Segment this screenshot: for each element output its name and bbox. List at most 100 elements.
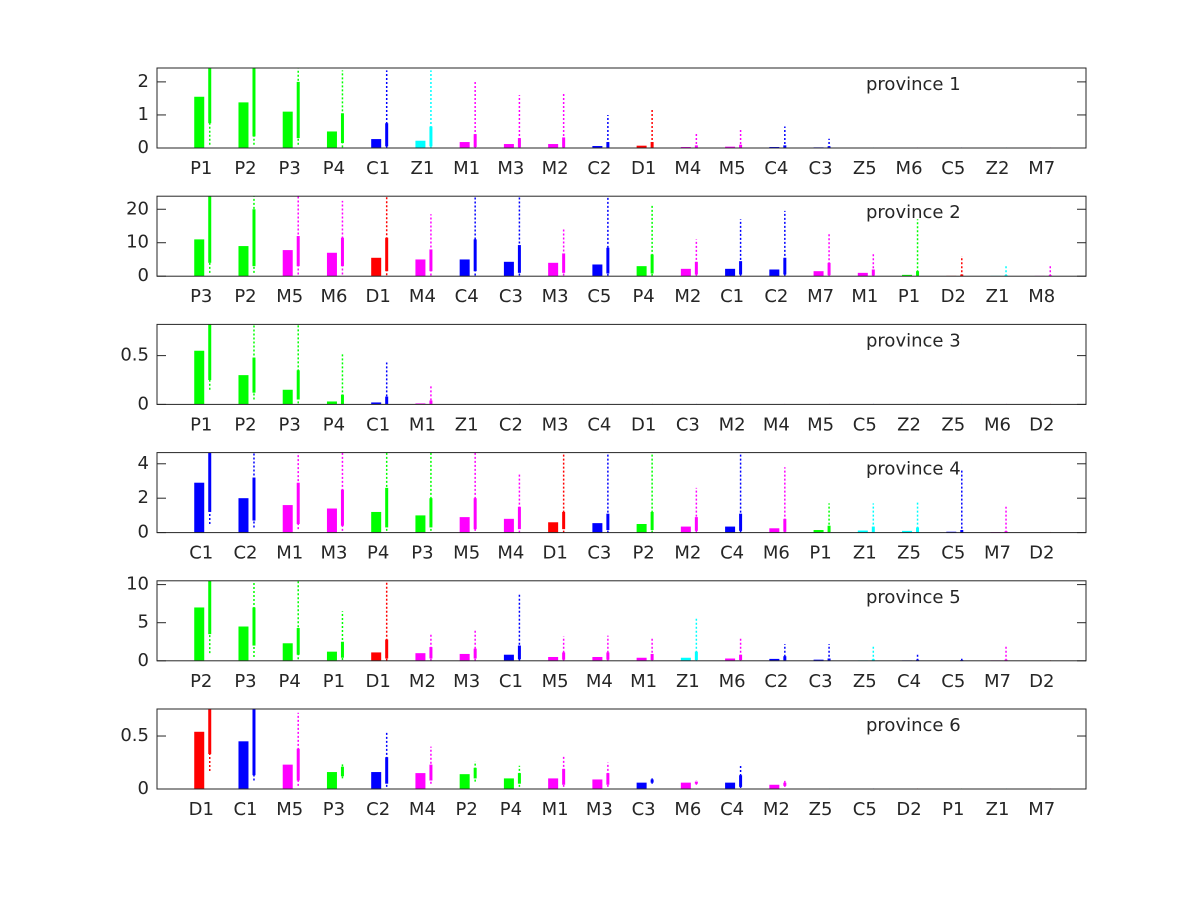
x-tick-label: M1 xyxy=(409,414,436,435)
x-tick-label: M4 xyxy=(409,799,436,820)
bar xyxy=(371,139,382,148)
x-tick-label: M3 xyxy=(320,543,347,564)
box xyxy=(208,196,212,263)
x-tick-label: P3 xyxy=(323,799,345,820)
x-tick-label: C4 xyxy=(720,799,744,820)
x-tick-label: M7 xyxy=(1028,799,1055,820)
x-tick-label: Z5 xyxy=(809,799,833,820)
x-tick-label: M5 xyxy=(807,414,834,435)
bar xyxy=(813,530,824,533)
plot-area xyxy=(157,580,1086,661)
x-tick-label: M4 xyxy=(497,543,524,564)
y-tick-label: 0 xyxy=(138,522,149,543)
bar xyxy=(680,268,691,277)
box xyxy=(340,641,344,658)
box xyxy=(385,487,389,528)
box xyxy=(606,513,610,531)
axes-frame xyxy=(156,67,1087,149)
x-tick-label: D2 xyxy=(1029,543,1054,564)
bar xyxy=(371,652,382,661)
bar xyxy=(548,778,559,789)
x-tick-label: C3 xyxy=(809,671,833,692)
box xyxy=(562,511,566,530)
y-tick-label: 0 xyxy=(138,137,149,158)
y-tick-label: 0 xyxy=(138,265,149,286)
box xyxy=(562,768,566,785)
axes-frame xyxy=(156,708,1087,790)
box xyxy=(960,274,964,277)
panel-title: province 1 xyxy=(866,74,961,95)
bar xyxy=(326,131,337,148)
x-tick-label: C4 xyxy=(587,414,611,435)
bar xyxy=(592,146,603,148)
box xyxy=(252,357,256,393)
bar xyxy=(326,772,337,789)
box xyxy=(871,526,875,533)
bar xyxy=(548,262,559,277)
box xyxy=(606,247,610,274)
bar xyxy=(680,526,691,533)
bar xyxy=(415,515,426,533)
bar xyxy=(857,530,868,533)
x-tick-label: M3 xyxy=(542,286,569,307)
x-tick-label: C2 xyxy=(499,414,523,435)
x-tick-label: P2 xyxy=(234,414,256,435)
box xyxy=(650,142,654,148)
axes-background xyxy=(157,452,1086,533)
y-tick-label: 20 xyxy=(126,198,149,219)
x-tick-label: D1 xyxy=(366,286,391,307)
x-tick-label: C3 xyxy=(632,799,656,820)
x-tick-label: M7 xyxy=(984,543,1011,564)
x-tick-label: C5 xyxy=(941,671,965,692)
x-tick-label: C4 xyxy=(764,158,788,179)
box xyxy=(562,137,566,148)
box xyxy=(739,513,743,531)
x-tick-label: Z1 xyxy=(853,543,877,564)
axes-background xyxy=(157,580,1086,661)
bar xyxy=(282,250,293,277)
box xyxy=(208,68,212,124)
bar xyxy=(194,350,205,405)
y-tick-label: 2 xyxy=(138,71,149,92)
x-tick-label: M2 xyxy=(763,799,790,820)
x-tick-label: C2 xyxy=(764,671,788,692)
x-tick-label: C4 xyxy=(720,543,744,564)
box xyxy=(783,518,787,532)
bar xyxy=(459,774,470,789)
x-tick-label: M4 xyxy=(763,414,790,435)
box xyxy=(606,142,610,148)
x-tick-label: M6 xyxy=(763,543,790,564)
x-tick-label: C1 xyxy=(189,543,213,564)
x-tick-label: M1 xyxy=(276,543,303,564)
panel-title: province 5 xyxy=(866,587,961,608)
box xyxy=(429,764,433,781)
x-tick-label: P3 xyxy=(279,158,301,179)
x-tick-label: M2 xyxy=(719,414,746,435)
bar xyxy=(725,268,736,277)
x-tick-label: M1 xyxy=(542,799,569,820)
y-tick-label: 0 xyxy=(138,650,149,671)
box xyxy=(517,645,521,660)
box xyxy=(296,628,300,655)
x-tick-label: Z1 xyxy=(986,799,1010,820)
box xyxy=(606,773,610,785)
box xyxy=(1048,275,1052,277)
box xyxy=(871,659,875,661)
bar xyxy=(326,252,337,277)
box xyxy=(252,68,256,137)
x-tick-label: M6 xyxy=(674,799,701,820)
box xyxy=(739,261,743,275)
bar xyxy=(459,517,470,533)
bar xyxy=(415,140,426,148)
x-tick-label: P1 xyxy=(809,543,831,564)
x-tick-label: P2 xyxy=(234,286,256,307)
bar xyxy=(282,643,293,661)
box xyxy=(296,748,300,781)
x-tick-label: P3 xyxy=(411,543,433,564)
x-tick-label: C5 xyxy=(941,543,965,564)
x-tick-label: C5 xyxy=(853,799,877,820)
x-tick-label: D2 xyxy=(896,799,921,820)
box xyxy=(385,757,389,784)
x-tick-label: M5 xyxy=(542,671,569,692)
bar xyxy=(813,271,824,277)
